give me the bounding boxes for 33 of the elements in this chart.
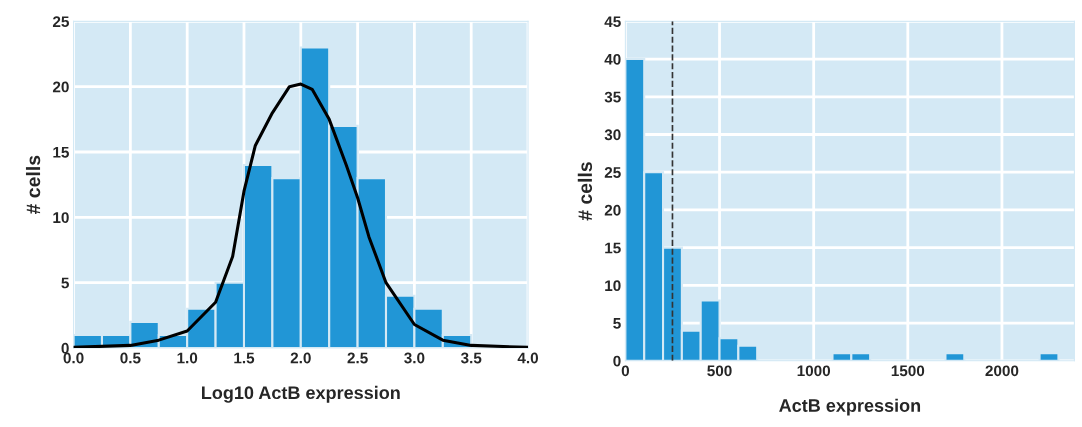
x-tick-label: 0.0: [63, 352, 84, 364]
y-axis-title: # cells: [577, 162, 593, 221]
y-tick-label: 15: [53, 147, 69, 158]
y-tick-label: 10: [53, 212, 69, 224]
x-axis-title: Log10 ActB expression: [202, 385, 400, 403]
x-tick-label: 2.0: [290, 352, 311, 364]
y-tick-label: 10: [605, 280, 621, 292]
x-tick-label: 1.5: [234, 352, 255, 364]
y-axis-title: # cells: [25, 155, 41, 215]
y-tick-label: 0: [61, 342, 69, 354]
x-tick-label: 1500: [891, 365, 925, 377]
y-tick-label: 20: [52, 81, 69, 93]
y-tick-label: 25: [604, 167, 621, 178]
x-tick-label: 0.5: [120, 352, 141, 364]
y-tick-label: 25: [52, 16, 69, 28]
y-tick-label: 40: [604, 53, 621, 65]
y-tick-label: 30: [604, 129, 621, 141]
x-tick-label: 2000: [985, 365, 1019, 377]
y-tick-label: 5: [613, 318, 621, 329]
x-axis-title: ActB expression: [779, 398, 921, 416]
x-tick-label: 1000: [797, 365, 831, 377]
x-tick-label: 0: [621, 365, 630, 377]
x-tick-label: 3.0: [404, 352, 425, 364]
x-tick-label: 3.5: [460, 352, 482, 364]
y-tick-label: 45: [604, 16, 621, 28]
x-tick-label: 500: [707, 365, 732, 377]
x-tick-label: 4.0: [517, 352, 539, 364]
y-tick-label: 5: [61, 277, 69, 289]
y-tick-label: 15: [605, 242, 621, 254]
x-tick-label: 2.5: [347, 352, 368, 364]
y-tick-label: 35: [604, 91, 621, 103]
x-tick-label: 1.0: [177, 352, 198, 364]
y-tick-label: 20: [604, 204, 621, 216]
